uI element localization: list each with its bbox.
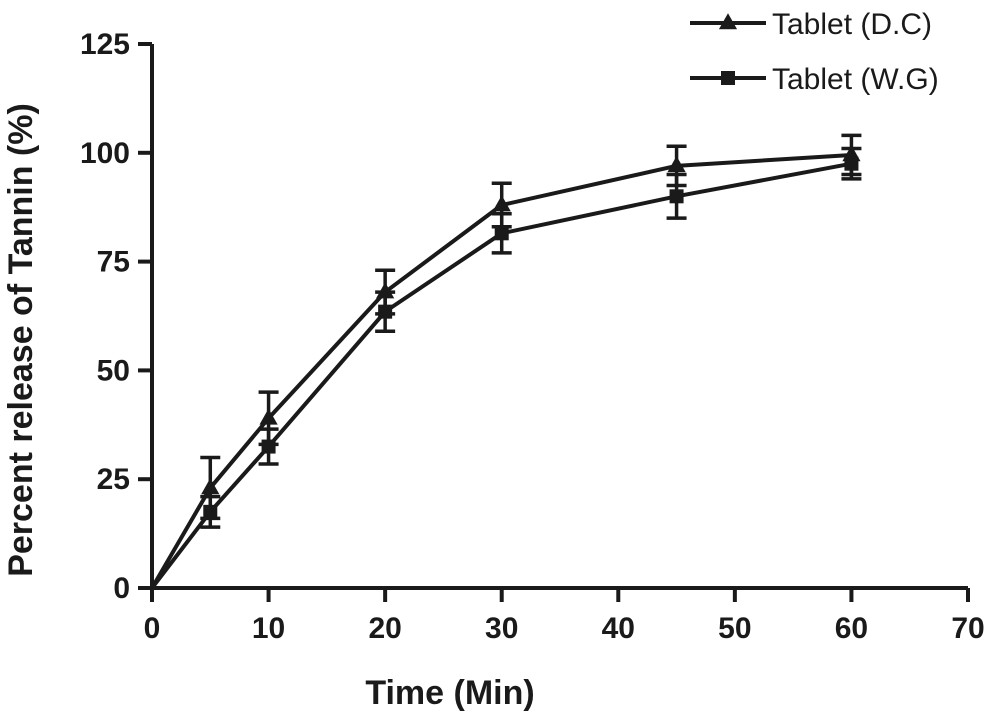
x-tick-label: 10 [252, 612, 285, 645]
x-tick-label: 40 [602, 612, 635, 645]
x-tick-label: 30 [485, 612, 518, 645]
data-point [259, 408, 278, 425]
data-point [378, 304, 393, 319]
legend-label: Tablet (W.G) [772, 63, 939, 96]
y-tick-label: 25 [97, 463, 130, 496]
legend-marker [721, 71, 735, 85]
x-tick-label: 0 [144, 612, 161, 645]
x-tick-label: 50 [718, 612, 751, 645]
x-axis-title: Time (Min) [365, 674, 534, 712]
data-point [494, 226, 509, 241]
y-tick-label: 125 [80, 28, 130, 61]
legend: Tablet (D.C) Tablet (W.G) [690, 8, 939, 96]
series-tablet-wg [150, 146, 862, 590]
y-tick-label: 100 [80, 137, 130, 170]
y-axis-title: Percent release of Tannin (%) [2, 103, 40, 577]
x-tick-label: 60 [835, 612, 868, 645]
y-tick-label: 0 [113, 572, 130, 605]
legend-marker [718, 13, 738, 30]
data-point [667, 156, 686, 173]
legend-label: Tablet (D.C) [772, 8, 932, 41]
y-tick-label: 75 [97, 246, 130, 279]
data-point [669, 189, 684, 204]
data-point [201, 478, 220, 495]
x-tick-label: 20 [368, 612, 401, 645]
y-tick-label: 50 [97, 354, 130, 387]
series-layer [150, 133, 862, 590]
data-point [261, 439, 276, 454]
data-point [844, 156, 859, 171]
data-point [203, 504, 218, 519]
axes: 0 25 50 75 100 125 0 10 20 30 40 50 60 70 [80, 28, 985, 645]
series-tablet-dc [150, 133, 862, 590]
legend-item-tablet-dc: Tablet (D.C) [690, 8, 932, 41]
legend-item-tablet-wg: Tablet (W.G) [690, 63, 939, 96]
x-tick-label: 70 [951, 612, 984, 645]
data-point [492, 195, 511, 212]
